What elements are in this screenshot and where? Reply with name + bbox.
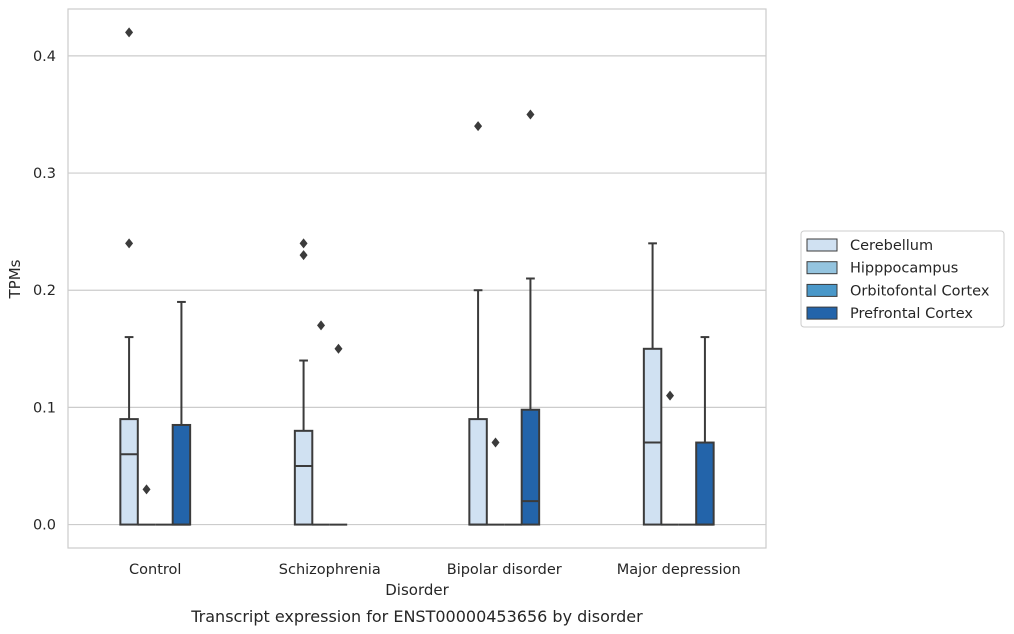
legend-label: Prefrontal Cortex <box>850 306 973 322</box>
box-body <box>468 418 488 526</box>
box-body <box>695 441 715 526</box>
box-body <box>642 347 663 526</box>
outlier-point <box>526 109 535 120</box>
box-cerebellum <box>119 27 139 526</box>
outlier-point <box>334 343 343 354</box>
x-axis-label: Disorder <box>385 581 449 599</box>
legend-swatch <box>806 238 838 252</box>
boxes <box>119 27 715 526</box>
x-tick-label: Bipolar disorder <box>447 562 562 578</box>
outlier-point <box>666 390 675 401</box>
legend-swatch <box>806 261 838 275</box>
box-cerebellum <box>642 242 663 526</box>
legend: Cerebellum Hipppocampus Orbitofontal Corte… <box>800 230 1005 328</box>
box-hipppocampus <box>312 320 330 526</box>
y-axis-ticks: 0.0 0.1 0.2 0.3 0.4 <box>33 49 56 534</box>
outlier-point <box>125 238 134 249</box>
x-tick-label: Control <box>129 562 181 578</box>
y-tick-label: 0.4 <box>33 49 56 65</box>
box-cerebellum <box>293 238 314 526</box>
outlier-point <box>299 250 308 261</box>
outlier-point <box>474 121 483 132</box>
plot-frame <box>67 8 767 549</box>
box-hipppocampus <box>486 437 505 526</box>
y-axis-label: TPMs <box>6 259 24 299</box>
legend-swatch <box>806 283 838 297</box>
y-tick-label: 0.3 <box>33 166 56 182</box>
box-cerebellum <box>468 121 488 526</box>
x-tick-label: Major depression <box>617 562 741 578</box>
box-prefrontal-cortex <box>695 336 715 526</box>
y-tick-label: 0.2 <box>33 283 56 299</box>
box-body <box>119 418 139 526</box>
box-prefrontal-cortex <box>520 109 541 526</box>
box-body <box>520 408 541 526</box>
y-tick-label: 0.1 <box>33 400 56 416</box>
legend-frame <box>800 230 1005 328</box>
legend-label: Orbitofontal Cortex <box>850 283 990 299</box>
box-body <box>171 423 192 526</box>
legend-swatch <box>806 306 838 320</box>
outlier-point <box>317 320 326 331</box>
box-hipppocampus <box>137 484 156 526</box>
outlier-point <box>491 437 500 448</box>
box-orbitofontal-cortex <box>329 343 348 526</box>
box-hipppocampus <box>661 390 679 526</box>
legend-label: Hipppocampus <box>850 261 958 277</box>
x-axis-ticks: Control Schizophrenia Bipolar disorder Majo… <box>129 562 741 578</box>
x-tick-label: Schizophrenia <box>279 562 381 578</box>
outlier-point <box>299 238 308 249</box>
outlier-point <box>125 27 134 38</box>
outlier-point <box>142 484 151 495</box>
box-prefrontal-cortex <box>171 300 192 526</box>
legend-label: Cerebellum <box>850 238 933 254</box>
figure-caption: Transcript expression for ENST0000045365… <box>190 607 643 626</box>
box-body <box>293 429 314 526</box>
y-tick-label: 0.0 <box>33 518 56 534</box>
